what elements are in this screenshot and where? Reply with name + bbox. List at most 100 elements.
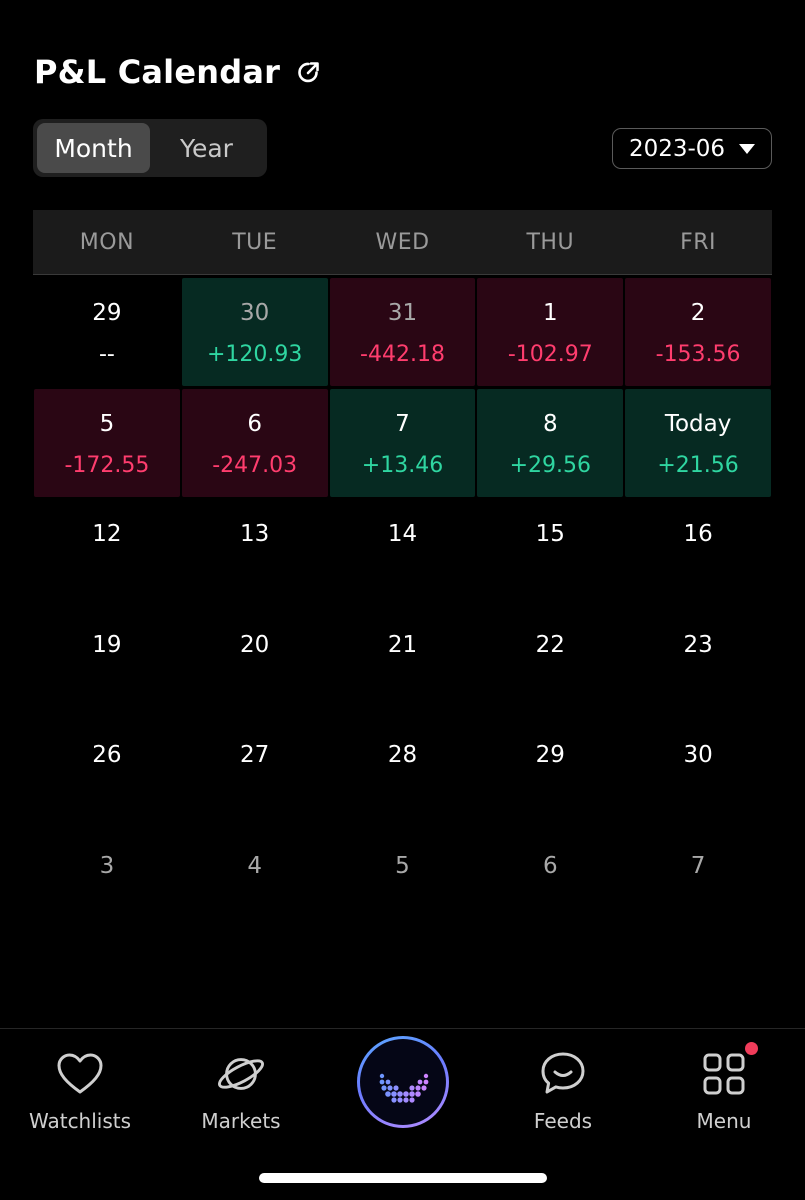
page-title: P&L Calendar [34, 53, 281, 91]
nav-watchlists[interactable]: Watchlists [10, 1049, 150, 1133]
assistant-button[interactable] [357, 1036, 449, 1128]
external-link-icon[interactable] [296, 59, 322, 85]
weekday-header: MON TUE WED THU FRI [33, 210, 772, 275]
day-number: 1 [542, 300, 558, 326]
day-number: 20 [240, 631, 270, 658]
day-number: 6 [247, 410, 263, 437]
day-number: 28 [387, 742, 418, 769]
day-number: 23 [683, 631, 713, 658]
calendar-day-cell[interactable]: 30 [625, 720, 771, 828]
calendar-day-cell[interactable]: 13 [182, 499, 328, 607]
calendar-week: 3 4 5 6 7 [33, 830, 772, 941]
calendar-grid: 29 -- 30 +120.93 31 -442.18 1 -102.97 2 -153.56 5 -… [33, 277, 772, 941]
calendar-day-cell[interactable]: 5 [330, 831, 476, 939]
heart-icon [55, 1049, 105, 1099]
nav-label-markets: Markets [201, 1109, 281, 1133]
day-number: 16 [683, 521, 713, 548]
calendar-day-cell[interactable]: 21 [330, 610, 476, 718]
day-number: 21 [387, 631, 418, 658]
calendar-day-cell[interactable]: 4 [182, 831, 328, 939]
calendar-day-cell[interactable]: 3 [34, 831, 180, 939]
day-number: 7 [690, 852, 706, 879]
nav-menu[interactable]: Menu [654, 1042, 794, 1133]
notification-dot [745, 1042, 758, 1055]
calendar-week: 26 27 28 29 30 [33, 719, 772, 830]
calendar-day-cell[interactable]: 26 [34, 720, 180, 828]
calendar-day-cell[interactable]: 7 [625, 831, 771, 939]
calendar-day-cell[interactable]: 29 -- [34, 278, 180, 386]
chat-bubble-icon [538, 1049, 588, 1099]
day-number: 4 [247, 852, 263, 879]
day-number: 31 [387, 300, 418, 326]
pnl-value: +29.56 [509, 452, 591, 478]
planet-icon [216, 1049, 266, 1099]
calendar-day-cell[interactable]: 14 [330, 499, 476, 607]
pnl-value: +21.56 [657, 452, 739, 478]
calendar-day-cell[interactable]: 23 [625, 610, 771, 718]
day-number: 3 [99, 852, 115, 879]
day-number: 30 [683, 742, 713, 769]
day-number: 15 [535, 521, 565, 548]
pnl-value: -- [98, 342, 115, 367]
day-number: 14 [387, 521, 418, 548]
pnl-value: -153.56 [655, 342, 741, 367]
calendar-week: 19 20 21 22 23 [33, 609, 772, 720]
calendar-day-cell[interactable]: 2 -153.56 [625, 278, 771, 386]
weekday-mon: MON [79, 229, 135, 255]
day-number: 29 [535, 742, 565, 769]
calendar-day-cell[interactable]: 20 [182, 610, 328, 718]
day-number: 6 [542, 852, 558, 879]
day-number: 12 [92, 521, 122, 548]
nav-markets[interactable]: Markets [171, 1049, 311, 1133]
calendar-day-cell[interactable]: 31 -442.18 [329, 278, 476, 386]
calendar-day-cell[interactable]: 5 -172.55 [34, 388, 180, 497]
calendar-day-cell[interactable]: 29 [477, 720, 623, 828]
calendar-day-cell[interactable]: 27 [182, 720, 328, 828]
pnl-value: -102.97 [507, 342, 593, 367]
assistant-icon [360, 1039, 446, 1125]
calendar-day-cell[interactable]: Today +21.56 [625, 388, 771, 497]
calendar-day-cell[interactable]: 6 -247.03 [181, 388, 328, 497]
calendar-day-cell[interactable]: 28 [330, 720, 476, 828]
pnl-value: +120.93 [206, 342, 303, 367]
nav-feeds[interactable]: Feeds [493, 1049, 633, 1133]
calendar-day-cell[interactable]: 6 [477, 831, 623, 939]
month-dropdown-value: 2023-06 [628, 135, 726, 162]
calendar-day-cell[interactable]: 1 -102.97 [477, 278, 624, 386]
pnl-value: -442.18 [360, 342, 445, 367]
view-mode-toggle: Month Year [33, 119, 267, 177]
calendar-week: 5 -172.55 6 -247.03 7 +13.46 8 +29.56 Today +21.5… [33, 388, 772, 499]
day-number: 30 [240, 300, 270, 326]
calendar-day-cell[interactable]: 12 [34, 499, 180, 607]
nav-label-feeds: Feeds [533, 1109, 593, 1133]
day-number: 26 [92, 742, 122, 769]
day-number: 7 [395, 410, 410, 437]
month-dropdown[interactable]: 2023-06 [612, 128, 772, 169]
day-number: Today [664, 410, 732, 437]
calendar-day-cell[interactable]: 7 +13.46 [329, 388, 476, 497]
pnl-value: +13.46 [361, 452, 444, 478]
year-tab[interactable]: Year [180, 133, 233, 163]
calendar-week: 29 -- 30 +120.93 31 -442.18 1 -102.97 2 -153.56 [33, 277, 772, 388]
calendar-day-cell[interactable]: 19 [34, 610, 180, 718]
pnl-value: -247.03 [212, 452, 298, 478]
day-number: 5 [395, 852, 410, 879]
weekday-wed: WED [375, 229, 430, 255]
day-number: 8 [542, 410, 558, 437]
pnl-value: -172.55 [64, 452, 150, 478]
day-number: 22 [535, 631, 565, 658]
day-number: 27 [240, 742, 270, 769]
day-number: 2 [690, 300, 706, 326]
day-number: 5 [99, 410, 115, 437]
calendar-day-cell[interactable]: 30 +120.93 [181, 278, 328, 386]
calendar-day-cell[interactable]: 22 [477, 610, 623, 718]
calendar-day-cell[interactable]: 16 [625, 499, 771, 607]
nav-label-watchlists: Watchlists [28, 1109, 132, 1133]
weekday-tue: TUE [232, 229, 278, 255]
day-number: 29 [92, 300, 122, 326]
calendar-day-cell[interactable]: 8 +29.56 [477, 388, 624, 497]
calendar-day-cell[interactable]: 15 [477, 499, 623, 607]
month-tab[interactable]: Month [37, 123, 150, 173]
day-number: 13 [240, 521, 270, 548]
